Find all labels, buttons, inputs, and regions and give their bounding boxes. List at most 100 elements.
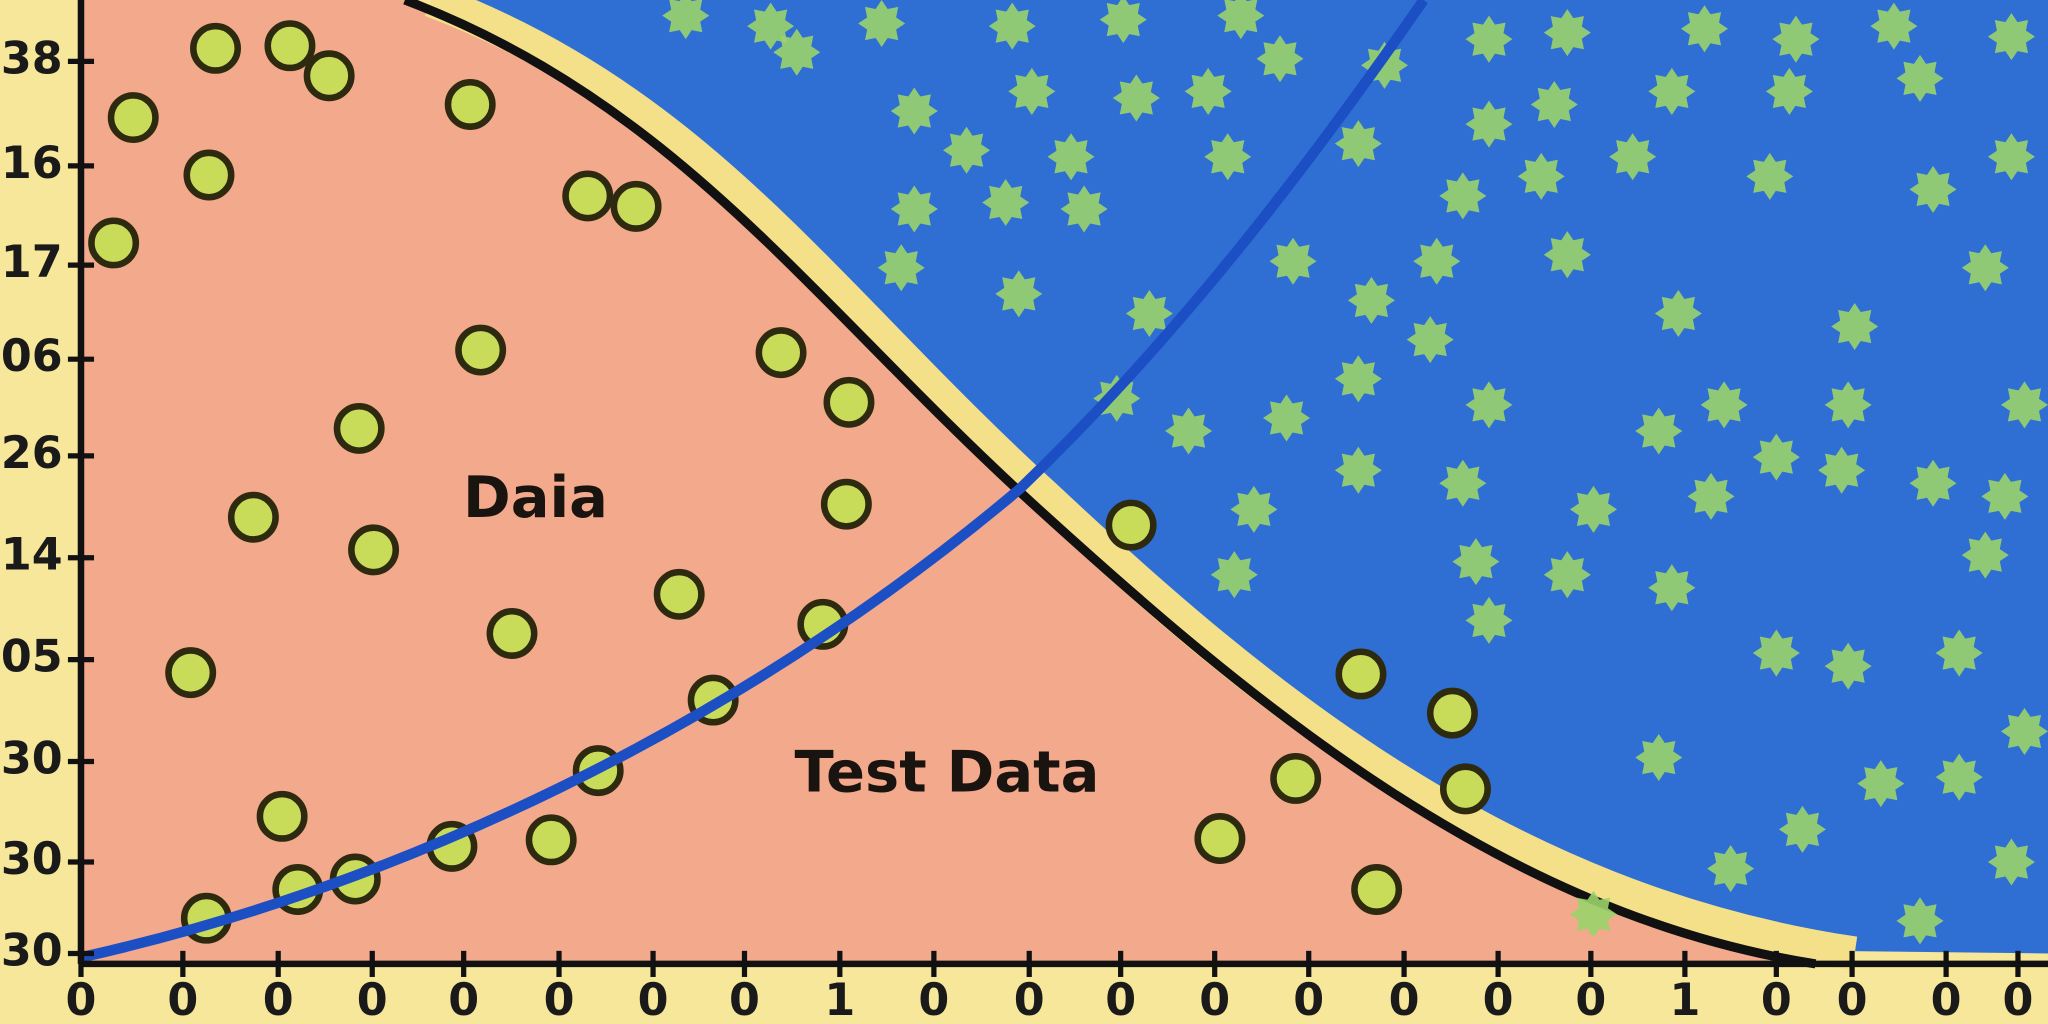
star-dot: [1824, 381, 1872, 429]
x-tick-label: 0: [66, 975, 97, 1024]
star-dot: [1230, 485, 1278, 533]
x-tick-label: 1: [824, 975, 855, 1024]
star-dot: [1987, 13, 2035, 61]
y-tick-label: 16: [1, 138, 63, 189]
star-dot: [1543, 9, 1591, 57]
star-dot: [1269, 237, 1317, 285]
dot: [107, 92, 159, 144]
star-dot: [1687, 472, 1735, 520]
dot: [1270, 752, 1322, 804]
dot: [823, 376, 875, 428]
star-dot: [1700, 381, 1748, 429]
x-tick-label: 0: [638, 975, 669, 1024]
star-dot: [1680, 5, 1728, 53]
star-dot: [1263, 394, 1311, 442]
dot: [1426, 687, 1478, 739]
star-dot: [1896, 897, 1944, 945]
star-dot: [1439, 459, 1487, 507]
x-tick-label: 0: [167, 975, 198, 1024]
star-dot: [1465, 15, 1513, 63]
star-dot: [1635, 734, 1683, 782]
star-dot: [1543, 231, 1591, 279]
star-dot: [1778, 805, 1826, 853]
x-tick-label: 0: [357, 975, 388, 1024]
dot: [486, 607, 538, 659]
star-dot: [1347, 276, 1395, 324]
y-tick-label: 30: [1, 834, 63, 885]
dot: [525, 814, 577, 866]
dot: [190, 22, 241, 74]
star-dot: [1752, 629, 1800, 677]
star-dot: [1530, 80, 1578, 128]
x-tick-label: 0: [2003, 975, 2034, 1024]
star-dot: [1635, 407, 1683, 455]
star-dot: [1707, 845, 1755, 893]
lower-region: [80, 0, 1816, 964]
dot: [562, 170, 614, 222]
star-dot: [1987, 838, 2035, 886]
star-dot: [982, 178, 1030, 226]
dot: [455, 324, 507, 376]
star-dot: [995, 270, 1043, 318]
x-tick-label: 0: [1014, 975, 1045, 1024]
x-tick-label: 0: [1105, 975, 1136, 1024]
dot: [820, 478, 872, 530]
x-tick-label: 0: [918, 975, 949, 1024]
star-dot: [1569, 890, 1617, 938]
star-dot: [890, 87, 938, 135]
x-tick-label: 0: [1931, 975, 1962, 1024]
star-dot: [1406, 316, 1454, 364]
trend-curve: [79, 0, 1428, 963]
star-dot: [1831, 303, 1879, 351]
star-dot: [1047, 133, 1095, 181]
dot: [333, 402, 385, 454]
x-tick-label: 0: [1389, 975, 1420, 1024]
dot: [183, 149, 235, 201]
dot: [1440, 763, 1491, 815]
dot: [303, 50, 355, 102]
star-dot: [1981, 472, 2029, 520]
y-tick-label: 26: [1, 428, 63, 479]
star-dot: [1413, 237, 1461, 285]
star-dot: [1857, 760, 1905, 808]
star-dot: [1818, 446, 1866, 494]
star-dot: [773, 28, 821, 76]
star-dot: [1648, 564, 1696, 612]
star-dot: [1210, 551, 1258, 599]
star-dot: [1654, 289, 1702, 337]
star-dot: [662, 0, 710, 40]
star-dot: [1008, 67, 1056, 115]
star-dot: [1987, 133, 2035, 181]
star-dot: [890, 185, 938, 233]
x-tick-label: 0: [1483, 975, 1514, 1024]
star-dot: [877, 244, 925, 292]
star-dot: [1772, 15, 1820, 63]
star-dot: [1648, 67, 1696, 115]
x-tick-label: 0: [448, 975, 479, 1024]
highlight-band: [424, 0, 1858, 971]
star-dot: [1543, 551, 1591, 599]
annotation: Test Data: [794, 738, 1099, 805]
star-dot: [1452, 538, 1500, 586]
star-dot: [1439, 172, 1487, 220]
star-dot: [1896, 54, 1944, 102]
x-tick-label: 0: [544, 975, 575, 1024]
star-dot: [1465, 596, 1513, 644]
star-dot: [1517, 152, 1565, 200]
y-tick-label: 17: [1, 237, 63, 288]
star-dot: [1935, 753, 1983, 801]
star-dot: [1217, 0, 1265, 40]
upper-region: [431, 0, 2048, 954]
x-tick-label: 0: [1199, 975, 1230, 1024]
star-dot: [1334, 355, 1382, 403]
x-tick-label: 0: [1575, 975, 1606, 1024]
scatter-layer: [88, 0, 2048, 945]
x-tick-label: 1: [1669, 975, 1700, 1024]
star-dot: [858, 0, 906, 48]
star-dot: [1752, 433, 1800, 481]
star-dot: [1060, 185, 1108, 233]
dot: [444, 79, 496, 130]
star-dot: [1824, 642, 1872, 690]
boundary-curve: [403, 0, 1817, 969]
